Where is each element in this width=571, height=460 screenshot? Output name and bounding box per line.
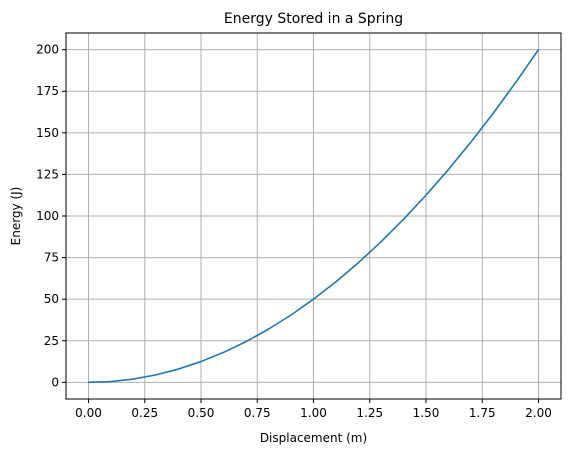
y-tick-label: 200 bbox=[36, 43, 59, 57]
y-axis-label: Energy (J) bbox=[9, 187, 23, 246]
x-tick-label: 0.75 bbox=[244, 406, 271, 420]
x-tick-label: 1.00 bbox=[300, 406, 327, 420]
y-tick-label: 50 bbox=[44, 292, 59, 306]
x-tick-label: 1.50 bbox=[413, 406, 440, 420]
grid-lines bbox=[66, 33, 561, 399]
x-tick-label: 1.75 bbox=[469, 406, 496, 420]
y-tick-label: 75 bbox=[44, 251, 59, 265]
axis-ticks: 0.00 0.25 0.50 0.75 1.00 1.25 1.50 1.75 2.00 0 25 5… bbox=[36, 43, 552, 420]
x-tick-label: 0.50 bbox=[188, 406, 215, 420]
series-layer bbox=[87, 48, 540, 384]
x-axis-label: Displacement (m) bbox=[260, 431, 367, 445]
y-tick-label: 25 bbox=[44, 334, 59, 348]
y-tick-label: 125 bbox=[36, 167, 59, 181]
x-tick-label: 1.25 bbox=[356, 406, 383, 420]
chart-title: Energy Stored in a Spring bbox=[224, 11, 403, 27]
y-tick-label: 0 bbox=[51, 375, 59, 389]
x-tick-label: 2.00 bbox=[525, 406, 552, 420]
y-tick-label: 150 bbox=[36, 126, 59, 140]
x-tick-label: 0.25 bbox=[131, 406, 158, 420]
y-tick-label: 100 bbox=[36, 209, 59, 223]
y-tick-label: 175 bbox=[36, 84, 59, 98]
energy-curve-line bbox=[87, 48, 540, 384]
x-tick-label: 0.00 bbox=[75, 406, 102, 420]
